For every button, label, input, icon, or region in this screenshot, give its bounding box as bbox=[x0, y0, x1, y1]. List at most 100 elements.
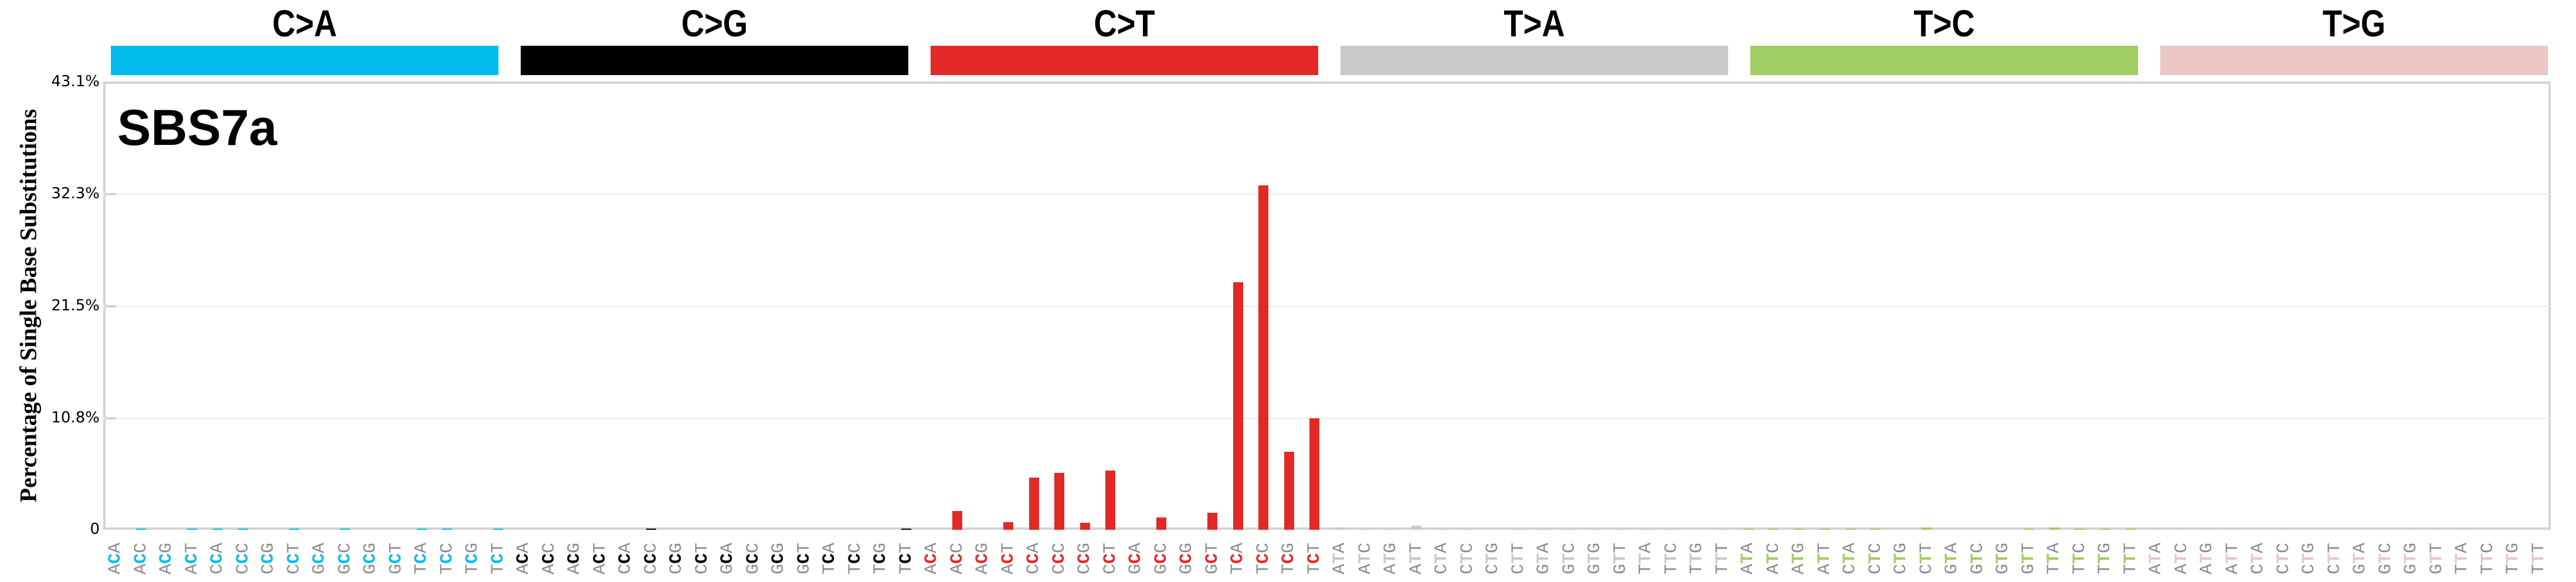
bar-ATC-t-to-a bbox=[1360, 529, 1370, 530]
bar-ATA-t-to-g bbox=[2151, 529, 2161, 530]
x-tick-label: TCA bbox=[1228, 542, 1248, 575]
x-tick-label: TCT bbox=[488, 542, 508, 575]
x-tick-label: GTC bbox=[1559, 542, 1580, 575]
category-header-t-to-g: T>G bbox=[2160, 0, 2548, 76]
bar-ATC-t-to-g bbox=[2177, 529, 2187, 530]
y-axis-label: Percentage of Single Base Substitutions bbox=[15, 109, 42, 503]
x-tick-label: TTA bbox=[2044, 542, 2064, 575]
bar-ATG-t-to-c bbox=[1794, 529, 1804, 530]
x-tick-label: ACA bbox=[922, 542, 942, 575]
x-tick-label: ATC bbox=[1355, 542, 1376, 575]
x-tick-label: CTC bbox=[1457, 542, 1478, 575]
x-tick-label: CCC bbox=[1049, 542, 1070, 575]
bar-TCC-c-to-t bbox=[1258, 185, 1268, 530]
bar-TTA-t-to-a bbox=[1641, 529, 1651, 530]
x-tick-label: ACT bbox=[590, 542, 610, 575]
category-color-bar bbox=[521, 46, 908, 75]
bar-ATC-t-to-c bbox=[1769, 529, 1779, 530]
category-header-c-to-g: C>G bbox=[521, 0, 908, 76]
ytick-label-0: 0 bbox=[90, 520, 100, 538]
x-tick-label: CTG bbox=[1891, 542, 1911, 575]
x-tick-label: TTG bbox=[1687, 542, 1707, 575]
ytick-label-43-1: 43.1% bbox=[51, 73, 100, 90]
category-title: T>G bbox=[2322, 2, 2386, 45]
x-tick-label: TCC bbox=[1253, 542, 1274, 575]
x-tick-label: TTT bbox=[1712, 542, 1733, 575]
x-tick-label: ATA bbox=[1330, 542, 1350, 575]
x-tick-label: TCA bbox=[412, 542, 432, 575]
x-tick-label: ACC bbox=[131, 542, 151, 575]
x-tick-label: GTG bbox=[2401, 542, 2421, 575]
x-tick-label: GCT bbox=[386, 542, 406, 575]
x-tick-label: GCT bbox=[1202, 542, 1223, 575]
category-title: C>A bbox=[272, 2, 337, 45]
x-tick-label: CCC bbox=[641, 542, 661, 575]
x-tick-label: TCT bbox=[896, 542, 917, 575]
bar-TCT-c-to-g bbox=[901, 529, 911, 530]
bar-GTT-t-to-a bbox=[1615, 529, 1625, 530]
x-tick-label: ATA bbox=[1738, 542, 1758, 575]
ytick-label-21-5: 21.5% bbox=[51, 297, 100, 314]
x-tick-label: CCA bbox=[616, 542, 636, 575]
bar-ATG-t-to-a bbox=[1386, 529, 1396, 530]
bar-CCA-c-to-t bbox=[1029, 478, 1039, 530]
category-header-t-to-a: T>A bbox=[1340, 0, 1728, 76]
x-tick-label: GCG bbox=[769, 542, 789, 575]
x-tick-label: ATT bbox=[1814, 542, 1835, 575]
x-tick-label: TTT bbox=[2529, 542, 2549, 575]
category-color-bar bbox=[1340, 46, 1728, 75]
x-tick-label: CTT bbox=[2324, 542, 2345, 575]
category-header-t-to-c: T>C bbox=[1750, 0, 2138, 76]
ytick-label-32-3: 32.3% bbox=[51, 185, 100, 202]
ytick-label-10-8: 10.8% bbox=[51, 409, 100, 427]
bar-CCG-c-to-t bbox=[1080, 523, 1090, 530]
bar-ATA-t-to-c bbox=[1743, 529, 1753, 530]
bar-TCC-c-to-a bbox=[442, 529, 452, 530]
x-tick-label: CTG bbox=[2299, 542, 2319, 575]
x-tick-label: GTC bbox=[1967, 542, 1988, 575]
x-tick-label: GCC bbox=[743, 542, 763, 575]
x-tick-label: ACC bbox=[539, 542, 559, 575]
category-title: T>A bbox=[1503, 2, 1565, 45]
bar-CTT-t-to-c bbox=[1922, 527, 1932, 530]
x-tick-label: TCT bbox=[1304, 542, 1325, 575]
x-tick-label: CCA bbox=[1024, 542, 1044, 575]
bar-ACC-c-to-a bbox=[136, 529, 146, 530]
ytick-mark-32-3 bbox=[106, 193, 116, 195]
x-tick-label: TTC bbox=[2069, 542, 2090, 575]
x-tick-label: CCG bbox=[667, 542, 687, 575]
category-title: C>T bbox=[1094, 2, 1155, 45]
bar-GTT-t-to-g bbox=[2432, 529, 2442, 530]
category-header-c-to-t: C>T bbox=[931, 0, 1318, 76]
gridline-21-5 bbox=[103, 306, 2551, 307]
x-tick-label: CTA bbox=[2248, 542, 2268, 575]
x-tick-label: ATC bbox=[2171, 542, 2192, 575]
bar-ACC-c-to-t bbox=[952, 511, 962, 530]
bar-ATA-t-to-a bbox=[1335, 527, 1345, 530]
x-tick-label: CCC bbox=[233, 542, 253, 575]
bar-CCC-c-to-t bbox=[1054, 472, 1064, 530]
x-tick-label: CCT bbox=[1100, 542, 1121, 575]
bar-CTA-t-to-a bbox=[1437, 529, 1447, 530]
x-tick-label: ACG bbox=[565, 542, 585, 575]
bar-ACT-c-to-t bbox=[1003, 522, 1013, 530]
bar-GCC-c-to-t bbox=[1156, 517, 1166, 530]
bar-ATT-t-to-g bbox=[2228, 529, 2238, 530]
bar-ATG-t-to-g bbox=[2202, 529, 2212, 530]
bar-GTC-t-to-a bbox=[1564, 529, 1574, 530]
category-color-bar bbox=[931, 46, 1318, 75]
bar-CCA-c-to-a bbox=[212, 529, 223, 530]
x-tick-label: GCA bbox=[1126, 542, 1146, 575]
x-tick-label: ATC bbox=[1763, 542, 1784, 575]
bar-TTC-t-to-c bbox=[2075, 529, 2085, 530]
x-tick-label: GTA bbox=[1942, 542, 1962, 575]
gridline-10-8 bbox=[103, 418, 2551, 419]
bar-CCT-c-to-t bbox=[1105, 470, 1115, 530]
bar-TTT-t-to-a bbox=[1718, 529, 1727, 530]
bar-GTG-t-to-g bbox=[2406, 529, 2417, 530]
x-tick-label: GTA bbox=[1534, 542, 1554, 575]
x-tick-label: CTT bbox=[1508, 542, 1529, 575]
bar-GTG-t-to-a bbox=[1590, 529, 1600, 530]
category-title: C>G bbox=[681, 2, 748, 45]
x-tick-label: CTA bbox=[1432, 542, 1452, 575]
